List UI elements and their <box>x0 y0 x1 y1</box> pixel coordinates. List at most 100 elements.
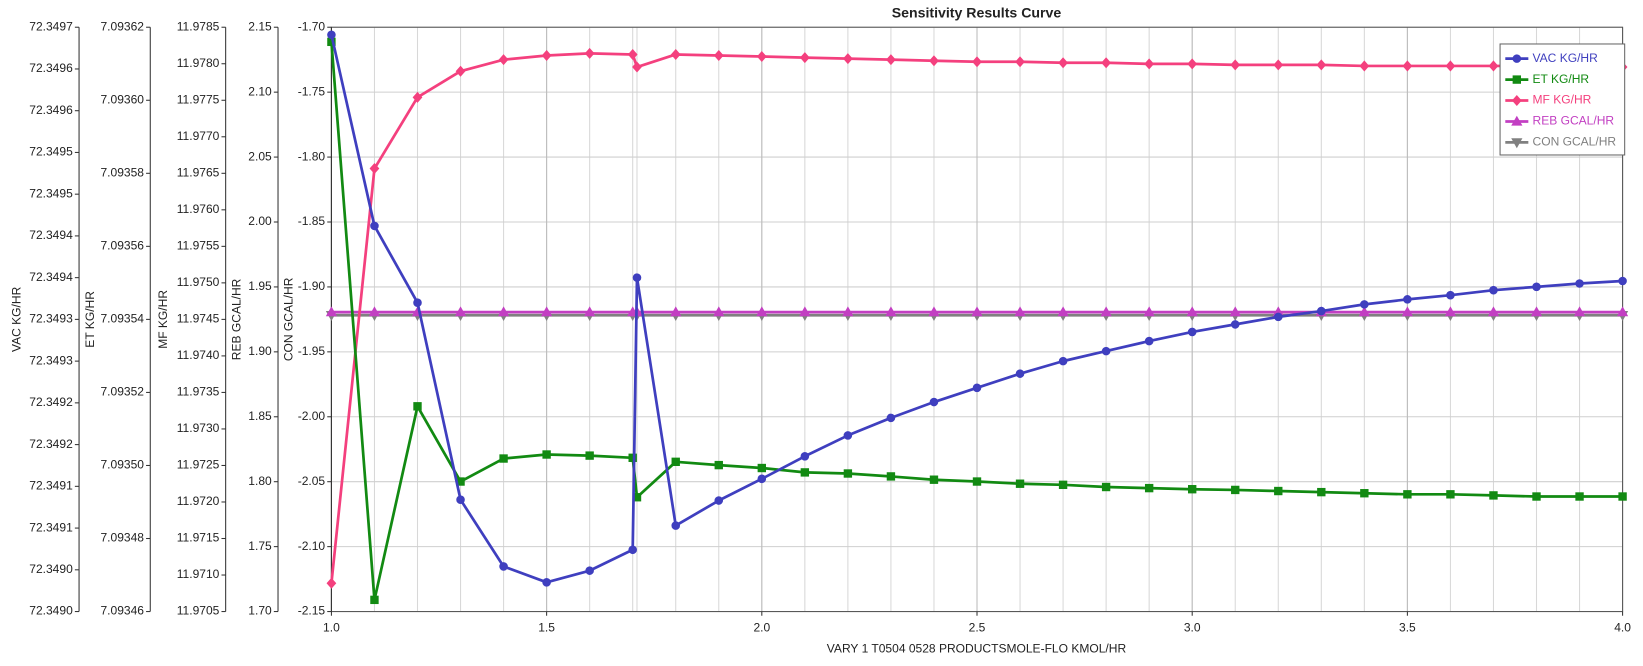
y-tick-label: 11.9785 <box>177 19 220 33</box>
point <box>1403 295 1412 304</box>
legend-item: REB GCAL/HR <box>1505 114 1614 128</box>
point <box>1144 483 1154 493</box>
y-tick-label: 11.9705 <box>177 604 220 618</box>
y-tick-label: 11.9755 <box>177 239 220 253</box>
point <box>1618 276 1627 286</box>
point <box>972 383 982 393</box>
point <box>499 454 508 463</box>
point <box>928 306 940 317</box>
series <box>325 306 1629 317</box>
series-line <box>330 41 1623 602</box>
y-tick-label: 72.3494 <box>29 228 73 242</box>
y-tick-label: 7.09350 <box>100 458 144 472</box>
y-tick-label: 1.90 <box>248 344 272 358</box>
point <box>1573 306 1586 317</box>
point <box>628 453 637 462</box>
point <box>670 306 682 317</box>
y-tick-label: 72.3492 <box>29 437 73 451</box>
point <box>412 91 423 103</box>
legend-marker <box>1511 138 1523 149</box>
point <box>1575 492 1584 501</box>
y-tick-label: 11.9735 <box>177 385 220 399</box>
chart-title: Sensitivity Results Curve <box>892 4 1062 20</box>
point <box>1317 487 1326 497</box>
point <box>1058 480 1068 490</box>
series <box>327 30 1627 587</box>
point <box>843 431 853 440</box>
point <box>498 54 509 66</box>
y-tick-label: 1.85 <box>248 409 272 423</box>
y-tick-label: 72.3490 <box>29 562 73 576</box>
point <box>1489 285 1498 295</box>
y-tick-label: 2.05 <box>248 149 272 163</box>
y-tick-label: -1.85 <box>298 214 326 228</box>
y-tick-label: 11.9760 <box>177 202 220 216</box>
point <box>1273 59 1284 71</box>
point <box>1187 327 1197 337</box>
point <box>713 306 725 317</box>
y-tick-label: 11.9730 <box>177 421 220 435</box>
series-line <box>330 34 1623 584</box>
point <box>585 451 594 460</box>
point <box>1014 306 1026 317</box>
point <box>885 306 897 317</box>
point <box>456 495 465 504</box>
point <box>1616 306 1629 317</box>
y-tick-label: -1.75 <box>298 84 326 98</box>
legend-label: MF KG/HR <box>1533 93 1592 107</box>
y-tick-label: 72.3497 <box>29 19 73 33</box>
point <box>1532 492 1541 501</box>
point <box>1488 60 1499 72</box>
point <box>799 52 810 64</box>
point <box>1101 346 1111 356</box>
point <box>971 306 983 317</box>
y-tick-label: 11.9775 <box>177 92 220 106</box>
point <box>413 298 422 307</box>
point <box>842 306 854 317</box>
x-tick-label: 1.0 <box>323 620 340 634</box>
y-axis-label: ET KG/HR <box>83 291 97 348</box>
point <box>413 402 422 411</box>
point <box>628 545 637 555</box>
legend-label: CON GCAL/HR <box>1533 135 1617 149</box>
point <box>326 577 337 589</box>
point <box>1101 482 1111 492</box>
y-tick-label: 11.9715 <box>177 531 220 545</box>
y-tick-label: 2.00 <box>248 214 272 228</box>
point <box>1575 279 1584 288</box>
point <box>843 469 853 478</box>
x-tick-label: 3.0 <box>1184 620 1201 634</box>
point <box>455 65 466 77</box>
point <box>972 477 982 486</box>
point <box>632 61 642 73</box>
series-line <box>330 52 1623 584</box>
x-tick-label: 2.5 <box>969 620 986 634</box>
y-tick-label: -1.70 <box>298 19 326 33</box>
point <box>713 49 724 61</box>
y-tick-label: 7.09352 <box>100 385 144 399</box>
point <box>1230 59 1241 71</box>
point <box>1058 57 1068 69</box>
point <box>370 595 379 605</box>
point <box>886 472 896 481</box>
legend-label: REB GCAL/HR <box>1533 114 1615 128</box>
legend-marker <box>1512 54 1522 63</box>
point <box>1187 58 1198 70</box>
y-tick-label: 72.3493 <box>29 353 73 367</box>
y-tick-label: -2.00 <box>298 409 326 423</box>
point <box>800 451 810 461</box>
point <box>1274 486 1283 496</box>
point <box>327 30 336 40</box>
point <box>1444 306 1457 317</box>
point <box>325 306 338 317</box>
y-tick-label: 11.9720 <box>177 494 220 508</box>
point <box>1358 306 1370 317</box>
y-tick-label: 72.3491 <box>29 479 73 493</box>
x-tick-label: 3.5 <box>1399 620 1416 634</box>
point <box>1445 60 1456 72</box>
point <box>627 48 638 60</box>
y-tick-label: 11.9765 <box>177 165 220 179</box>
